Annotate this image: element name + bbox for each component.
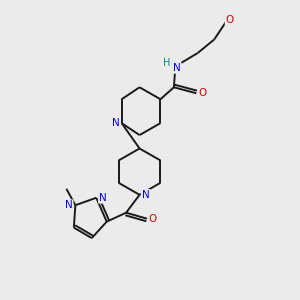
Text: O: O bbox=[226, 15, 234, 25]
Text: N: N bbox=[142, 190, 149, 200]
Text: N: N bbox=[65, 200, 73, 210]
Text: O: O bbox=[198, 88, 206, 98]
Text: N: N bbox=[112, 118, 119, 128]
Text: H: H bbox=[163, 58, 171, 68]
Text: N: N bbox=[99, 193, 107, 203]
Text: N: N bbox=[173, 63, 181, 73]
Text: O: O bbox=[149, 214, 157, 224]
